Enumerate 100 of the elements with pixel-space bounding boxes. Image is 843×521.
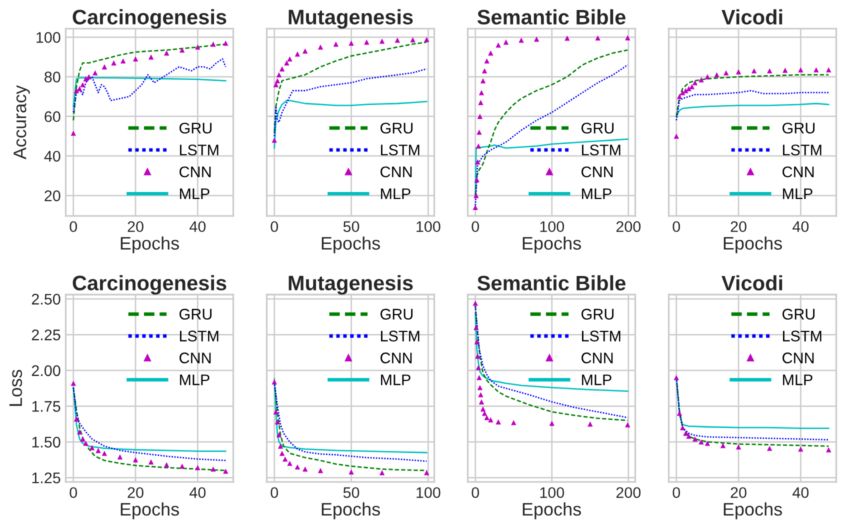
- legend-label: LSTM: [381, 330, 420, 342]
- x-axis-title: Epochs: [322, 502, 380, 520]
- y-tick-label: 2.00: [32, 365, 60, 376]
- x-tick-label: 0: [672, 487, 680, 498]
- point: [394, 38, 400, 43]
- legend-label: GRU: [180, 122, 212, 134]
- chart-title: Mutagenesis: [288, 9, 413, 29]
- point: [318, 44, 324, 50]
- point: [272, 138, 277, 143]
- point: [284, 60, 290, 66]
- point: [474, 177, 480, 182]
- point: [676, 410, 682, 416]
- point: [798, 446, 804, 452]
- point: [86, 74, 92, 80]
- chart-title: Vicodi: [722, 9, 782, 25]
- point: [767, 446, 772, 451]
- point: [477, 384, 483, 390]
- y-tick-label: 20: [44, 190, 60, 202]
- point: [379, 470, 385, 476]
- point: [80, 82, 86, 88]
- point: [287, 460, 292, 466]
- x-axis-title: Epochs: [724, 502, 782, 520]
- point: [767, 68, 772, 74]
- y-tick-label: 80: [44, 72, 60, 82]
- legend-label: LSTM: [381, 144, 420, 156]
- point: [120, 58, 126, 64]
- point: [132, 457, 138, 462]
- legend-label: MLP: [582, 374, 612, 386]
- legend-label: GRU: [582, 308, 614, 320]
- point: [70, 130, 76, 136]
- point: [625, 35, 630, 40]
- x-tick-label: 100: [416, 221, 440, 232]
- point: [117, 454, 123, 460]
- point: [424, 36, 430, 42]
- legend-label: LSTM: [180, 330, 218, 342]
- y-tick-label: 60: [44, 111, 60, 122]
- chart-title: Semantic Bible: [477, 9, 626, 25]
- point: [683, 430, 688, 436]
- x-tick-label: 40: [792, 487, 809, 498]
- point: [826, 67, 832, 72]
- y-tick-label: 1.50: [32, 436, 60, 448]
- point: [476, 130, 482, 135]
- point: [76, 429, 82, 434]
- legend-label: CNN: [582, 352, 613, 364]
- legend-label: MLP: [783, 374, 812, 386]
- legend-label: CNN: [380, 352, 412, 364]
- point: [798, 67, 804, 72]
- point: [689, 84, 695, 90]
- legend-label: GRU: [380, 122, 413, 134]
- legend-label: GRU: [582, 122, 614, 134]
- point: [698, 77, 704, 82]
- point: [348, 40, 354, 46]
- point: [102, 450, 108, 456]
- point: [210, 42, 216, 47]
- point: [474, 192, 479, 198]
- x-tick-label: 20: [128, 487, 144, 498]
- x-axis-title: Epochs: [724, 236, 782, 254]
- x-tick-label: 200: [616, 487, 641, 498]
- point: [484, 58, 490, 64]
- point: [503, 40, 509, 45]
- point: [477, 114, 483, 119]
- point: [364, 40, 370, 45]
- point: [276, 72, 282, 78]
- point: [476, 364, 482, 370]
- x-tick-label: 0: [472, 487, 480, 498]
- y-axis-title: Accuracy: [14, 85, 30, 160]
- x-tick-label: 40: [190, 221, 206, 232]
- x-tick-label: 100: [540, 221, 564, 232]
- chart-title: Carcinogenesis: [72, 9, 226, 29]
- x-axis-title: Epochs: [120, 502, 179, 520]
- x-axis-title: Epochs: [522, 502, 581, 520]
- legend-label: CNN: [582, 166, 613, 178]
- point: [482, 68, 488, 74]
- x-tick-label: 50: [343, 487, 360, 498]
- y-tick-label: 100: [36, 32, 60, 43]
- point: [478, 100, 484, 106]
- point: [496, 419, 501, 424]
- legend-label: MLP: [783, 188, 812, 200]
- point: [111, 60, 116, 66]
- point: [686, 434, 692, 439]
- chart-title: Mutagenesis: [288, 275, 413, 295]
- point: [472, 204, 478, 210]
- y-tick-label: 1.25: [32, 472, 60, 484]
- point: [195, 465, 200, 470]
- x-tick-label: 0: [270, 221, 278, 232]
- chart-title: Carcinogenesis: [72, 275, 226, 295]
- point: [83, 440, 88, 446]
- point: [223, 468, 228, 474]
- point: [674, 134, 679, 139]
- x-tick-label: 0: [270, 487, 278, 498]
- x-tick-label: 50: [343, 221, 360, 232]
- legend-label: CNN: [180, 352, 211, 364]
- line-series: [72, 58, 226, 114]
- point: [96, 448, 101, 454]
- point: [488, 417, 494, 422]
- point: [164, 50, 170, 56]
- point: [80, 436, 86, 442]
- chart-title: Semantic Bible: [477, 275, 626, 291]
- legend-label: GRU: [782, 122, 815, 134]
- legend-label: LSTM: [582, 144, 620, 156]
